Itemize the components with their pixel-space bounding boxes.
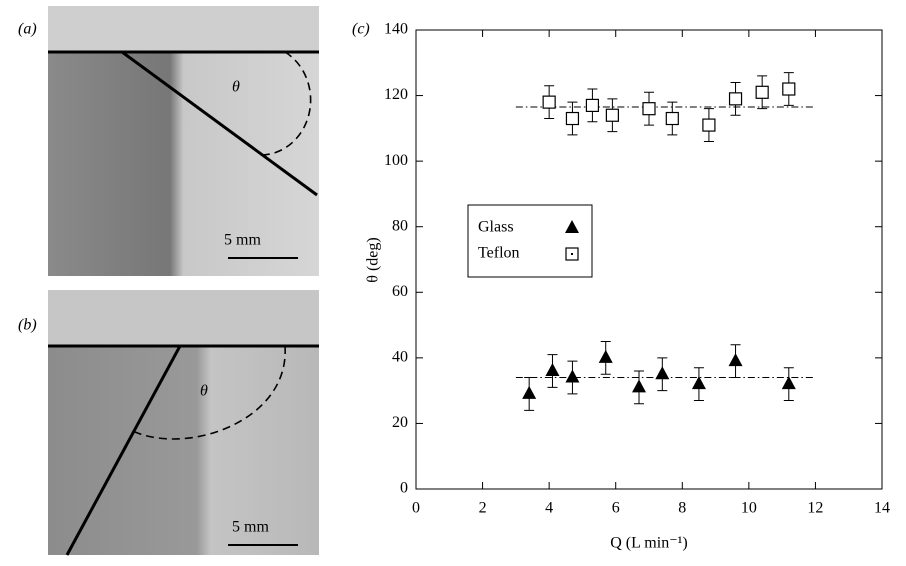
point (782, 82, 796, 96)
point (781, 376, 796, 390)
point (702, 118, 716, 132)
scale-label: 5 mm (224, 232, 261, 249)
point (522, 385, 537, 399)
panel-label: (b) (18, 317, 37, 334)
legend-marker (565, 220, 579, 233)
point (691, 376, 706, 390)
x-tick-label: 8 (678, 500, 686, 517)
x-tick-label: 0 (412, 500, 420, 517)
photo-a (48, 6, 319, 276)
x-axis-label: Q (L min⁻¹) (610, 535, 688, 552)
point (728, 92, 743, 106)
angle-label: θ (232, 79, 240, 96)
legend-label: Glass (478, 219, 514, 236)
point (642, 102, 656, 116)
point (565, 111, 580, 126)
point (585, 98, 600, 113)
x-tick-label: 6 (612, 500, 620, 517)
legend: Glass Teflon (467, 204, 593, 278)
y-tick-label: 40 (392, 349, 408, 366)
y-tick-label: 0 (400, 480, 408, 497)
y-tick-label: 100 (384, 152, 408, 169)
panel-label: (c) (352, 21, 370, 38)
plot-frame (415, 29, 883, 490)
point (728, 353, 743, 367)
point (545, 362, 560, 376)
y-tick-label: 80 (392, 217, 408, 234)
legend-label: Teflon (478, 245, 520, 262)
photo-b (48, 290, 319, 556)
point (632, 379, 647, 393)
legend-marker (571, 253, 573, 255)
y-tick-label: 20 (392, 414, 408, 431)
x-tick-label: 10 (741, 500, 757, 517)
x-tick-label: 12 (807, 500, 823, 517)
point (598, 349, 613, 363)
y-tick-label: 120 (384, 86, 408, 103)
y-tick-label: 60 (392, 283, 408, 300)
x-tick-label: 4 (545, 500, 553, 517)
panel-label: (a) (18, 21, 37, 38)
x-tick-label: 14 (874, 500, 890, 517)
point (542, 95, 556, 109)
point (655, 366, 670, 380)
point (565, 369, 580, 383)
scale-label: 5 mm (232, 519, 269, 536)
point (755, 85, 769, 99)
y-tick-label: 140 (384, 21, 408, 38)
angle-label: θ (200, 383, 208, 400)
point (605, 108, 619, 122)
y-axis-label: θ (deg) (365, 237, 382, 282)
point (665, 111, 679, 126)
x-tick-label: 2 (479, 500, 487, 517)
